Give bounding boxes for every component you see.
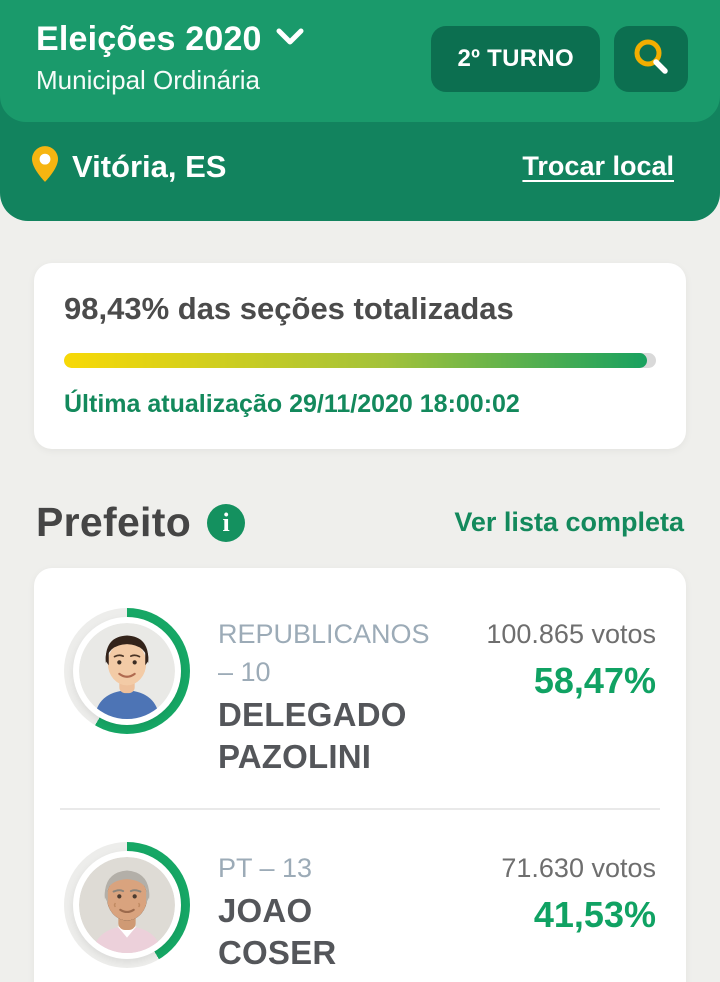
candidate-info: PT – 13 JOAO COSER xyxy=(218,842,436,974)
info-icon[interactable]: i xyxy=(207,503,246,542)
location-name: Vitória, ES xyxy=(72,148,227,184)
candidate-votes: 71.630 votos 41,53% xyxy=(484,842,656,936)
top-bar: Eleições 2020 Municipal Ordinária 2º TUR… xyxy=(0,0,720,122)
page-title: Eleições 2020 xyxy=(36,20,262,58)
candidate-name: DELEGADO PAZOLINI xyxy=(218,695,407,775)
candidate-photo xyxy=(79,623,175,719)
votes-percent: 58,47% xyxy=(533,659,656,701)
totalization-progress-bar xyxy=(64,353,656,368)
totalization-progress-fill xyxy=(64,353,647,368)
section-title: Prefeito xyxy=(36,499,192,545)
header: Eleições 2020 Municipal Ordinária 2º TUR… xyxy=(0,0,720,221)
candidate-votes: 100.865 votos 58,47% xyxy=(484,608,656,702)
change-location-link[interactable]: Trocar local xyxy=(522,151,674,181)
location-bar: Vitória, ES Trocar local xyxy=(0,122,720,195)
election-selector[interactable]: Eleições 2020 xyxy=(36,20,304,59)
see-full-list-link[interactable]: Ver lista completa xyxy=(454,507,684,537)
votes-count: 100.865 votos xyxy=(486,619,656,649)
location-pin-icon xyxy=(32,146,58,187)
results-card: REPUBLICANOS – 10 DELEGADO PAZOLINI 100.… xyxy=(34,568,686,982)
candidate-row[interactable]: REPUBLICANOS – 10 DELEGADO PAZOLINI 100.… xyxy=(60,576,660,808)
candidate-row[interactable]: PT – 13 JOAO COSER 71.630 votos 41,53% xyxy=(60,808,660,982)
votes-count: 71.630 votos xyxy=(501,853,656,884)
last-updated-text: Última atualização 29/11/2020 18:00:02 xyxy=(64,390,520,418)
header-buttons: 2º TURNO xyxy=(431,26,688,92)
title-block: Eleições 2020 Municipal Ordinária xyxy=(36,20,304,96)
votes-percent: 41,53% xyxy=(533,893,656,935)
totalization-title: 98,43% das seções totalizadas xyxy=(64,291,514,326)
totalization-card: 98,43% das seções totalizadas Última atu… xyxy=(34,263,686,449)
chevron-down-icon xyxy=(276,28,304,51)
party-number-label: PT – 13 xyxy=(218,853,313,884)
candidate-info: REPUBLICANOS – 10 DELEGADO PAZOLINI xyxy=(218,608,436,778)
candidate-avatar xyxy=(64,842,190,969)
section-title-group: Prefeito i xyxy=(36,499,246,546)
party-number-label: REPUBLICANOS – 10 xyxy=(218,619,430,687)
location-display: Vitória, ES xyxy=(32,146,227,187)
candidate-name: JOAO COSER xyxy=(218,891,337,972)
round-selector-button[interactable]: 2º TURNO xyxy=(431,26,600,92)
search-icon xyxy=(629,36,673,83)
section-header: Prefeito i Ver lista completa xyxy=(36,499,684,546)
election-subtitle: Municipal Ordinária xyxy=(36,65,260,95)
candidate-avatar xyxy=(64,608,190,734)
search-button[interactable] xyxy=(614,26,688,92)
candidate-photo xyxy=(79,857,175,954)
